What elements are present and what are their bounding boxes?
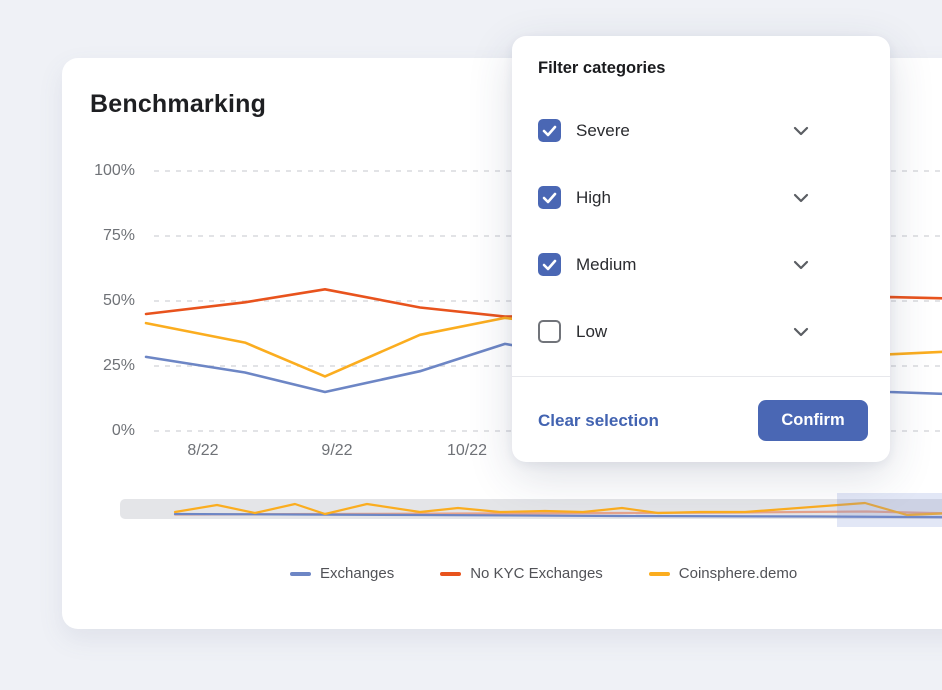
chevron-down-icon[interactable] bbox=[793, 327, 809, 337]
chevron-down-icon[interactable] bbox=[793, 260, 809, 270]
clear-selection-link[interactable]: Clear selection bbox=[538, 411, 659, 430]
x-axis-tick-label: 8/22 bbox=[187, 442, 219, 459]
y-axis-tick-label: 100% bbox=[94, 162, 135, 179]
filter-label: Severe bbox=[576, 120, 630, 140]
minimap-selection-handle[interactable] bbox=[837, 493, 942, 527]
legend-dash-icon bbox=[648, 571, 670, 576]
x-axis-tick-label: 9/22 bbox=[321, 442, 353, 459]
y-axis-tick-label: 0% bbox=[111, 422, 135, 439]
y-axis-tick-label: 50% bbox=[102, 292, 135, 309]
checkbox-checked[interactable] bbox=[538, 253, 561, 276]
checkbox-unchecked[interactable] bbox=[538, 320, 561, 343]
legend-dash-icon bbox=[440, 571, 462, 576]
filter-label: Medium bbox=[576, 254, 637, 274]
legend-label: No KYC Exchanges bbox=[470, 565, 603, 582]
card-title: Benchmarking bbox=[90, 90, 267, 118]
filter-row-high[interactable]: High bbox=[512, 164, 890, 231]
checkbox-checked[interactable] bbox=[538, 186, 561, 209]
y-axis-tick-label: 25% bbox=[102, 357, 135, 374]
chevron-down-icon[interactable] bbox=[793, 126, 809, 136]
legend-item[interactable]: No KYC Exchanges bbox=[440, 565, 603, 582]
filter-row-medium[interactable]: Medium bbox=[512, 231, 890, 298]
filter-label: Low bbox=[576, 321, 608, 341]
filter-category-list: Severe High Medium Low bbox=[512, 97, 890, 365]
chart-minimap-brush[interactable] bbox=[120, 488, 942, 534]
filter-label: High bbox=[576, 187, 611, 207]
legend-label: Exchanges bbox=[320, 565, 395, 582]
popover-title: Filter categories bbox=[538, 59, 666, 77]
filter-row-severe[interactable]: Severe bbox=[512, 97, 890, 164]
filter-row-low[interactable]: Low bbox=[512, 298, 890, 365]
chart-legend: Exchanges No KYC Exchanges Coinsphere.demo bbox=[290, 565, 797, 582]
popover-divider bbox=[512, 376, 890, 377]
checkbox-checked[interactable] bbox=[538, 119, 561, 142]
y-axis-tick-label: 75% bbox=[102, 227, 135, 244]
confirm-button[interactable]: Confirm bbox=[758, 400, 868, 441]
legend-dash-icon bbox=[290, 571, 311, 576]
chevron-down-icon[interactable] bbox=[793, 193, 809, 203]
legend-label: Coinsphere.demo bbox=[678, 565, 798, 582]
filter-popover: Filter categories Severe High Medium Low Cl… bbox=[512, 36, 890, 462]
legend-item[interactable]: Coinsphere.demo bbox=[648, 565, 798, 582]
legend-item[interactable]: Exchanges bbox=[290, 565, 394, 582]
x-axis-tick-label: 10/22 bbox=[446, 442, 488, 459]
